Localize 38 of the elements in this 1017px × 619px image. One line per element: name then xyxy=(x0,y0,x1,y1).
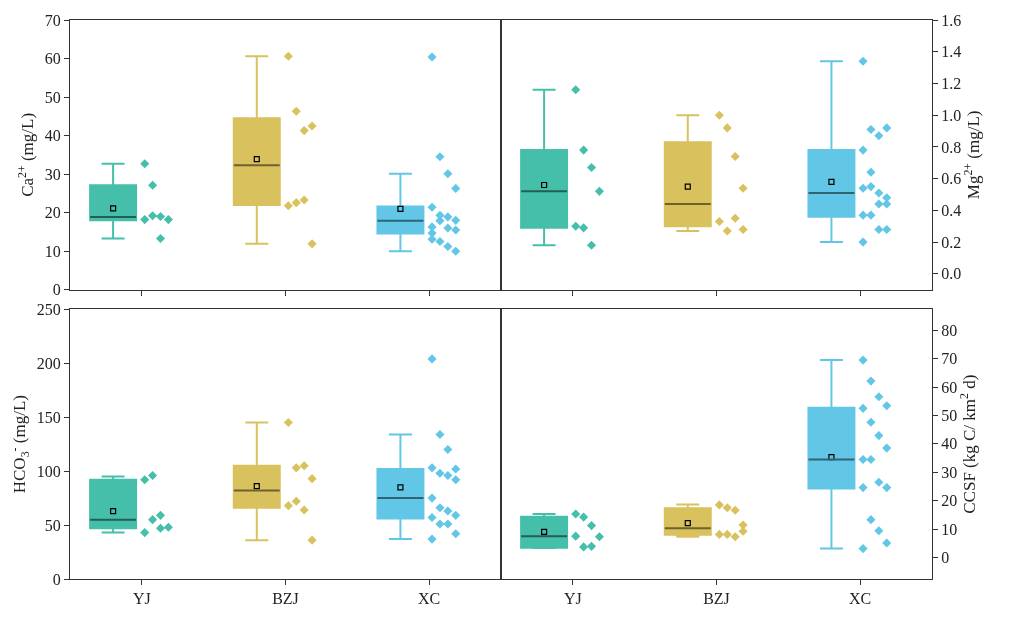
x-tick-label: YJ xyxy=(563,590,582,608)
y-tick-label: 150 xyxy=(36,408,61,426)
y2-tick-label: 0.4 xyxy=(941,201,962,219)
y2-tick-label: 1.2 xyxy=(941,75,962,93)
y2-tick-label: 20 xyxy=(941,492,958,510)
y2-tick-label: 0 xyxy=(941,549,950,567)
y2-tick-label: 40 xyxy=(941,435,958,453)
y-tick-label: 250 xyxy=(36,300,61,318)
y-tick-label: 200 xyxy=(36,354,61,372)
y2-tick-label: 80 xyxy=(941,321,958,339)
y2-tick-label: 70 xyxy=(941,350,958,368)
y2-tick-label: 1.0 xyxy=(941,106,962,124)
y2-tick-label: 0.0 xyxy=(941,265,962,283)
x-tick-label: XC xyxy=(849,590,872,608)
x-tick-label: YJ xyxy=(132,590,151,608)
y-tick-label: 60 xyxy=(44,50,61,68)
y2-tick-label: 30 xyxy=(941,463,958,481)
y-tick-label: 50 xyxy=(44,516,61,534)
y2-tick-label: 60 xyxy=(941,378,958,396)
y2-tick-label: 0.8 xyxy=(941,138,962,156)
y-tick-label: 50 xyxy=(44,88,61,106)
y2-tick-label: 0.2 xyxy=(941,233,962,251)
y-tick-label: 0 xyxy=(52,570,61,588)
y-tick-label: 100 xyxy=(36,462,61,480)
y2-tick-label: 1.6 xyxy=(941,11,962,29)
y2-tick-label: 50 xyxy=(941,407,958,425)
y2-tick-label: 1.4 xyxy=(941,43,962,61)
y-tick-label: 0 xyxy=(52,281,61,299)
y-tick-label: 40 xyxy=(44,127,61,145)
x-tick-label: BZJ xyxy=(703,590,730,608)
y-tick-label: 10 xyxy=(44,242,61,260)
y2-tick-label: 10 xyxy=(941,520,958,538)
x-tick-label: XC xyxy=(418,590,441,608)
y-tick-label: 30 xyxy=(44,165,61,183)
y2-tick-label: 0.6 xyxy=(941,170,962,188)
y-tick-label: 70 xyxy=(44,11,61,29)
y-tick-label: 20 xyxy=(44,204,61,222)
x-tick-label: BZJ xyxy=(272,590,299,608)
